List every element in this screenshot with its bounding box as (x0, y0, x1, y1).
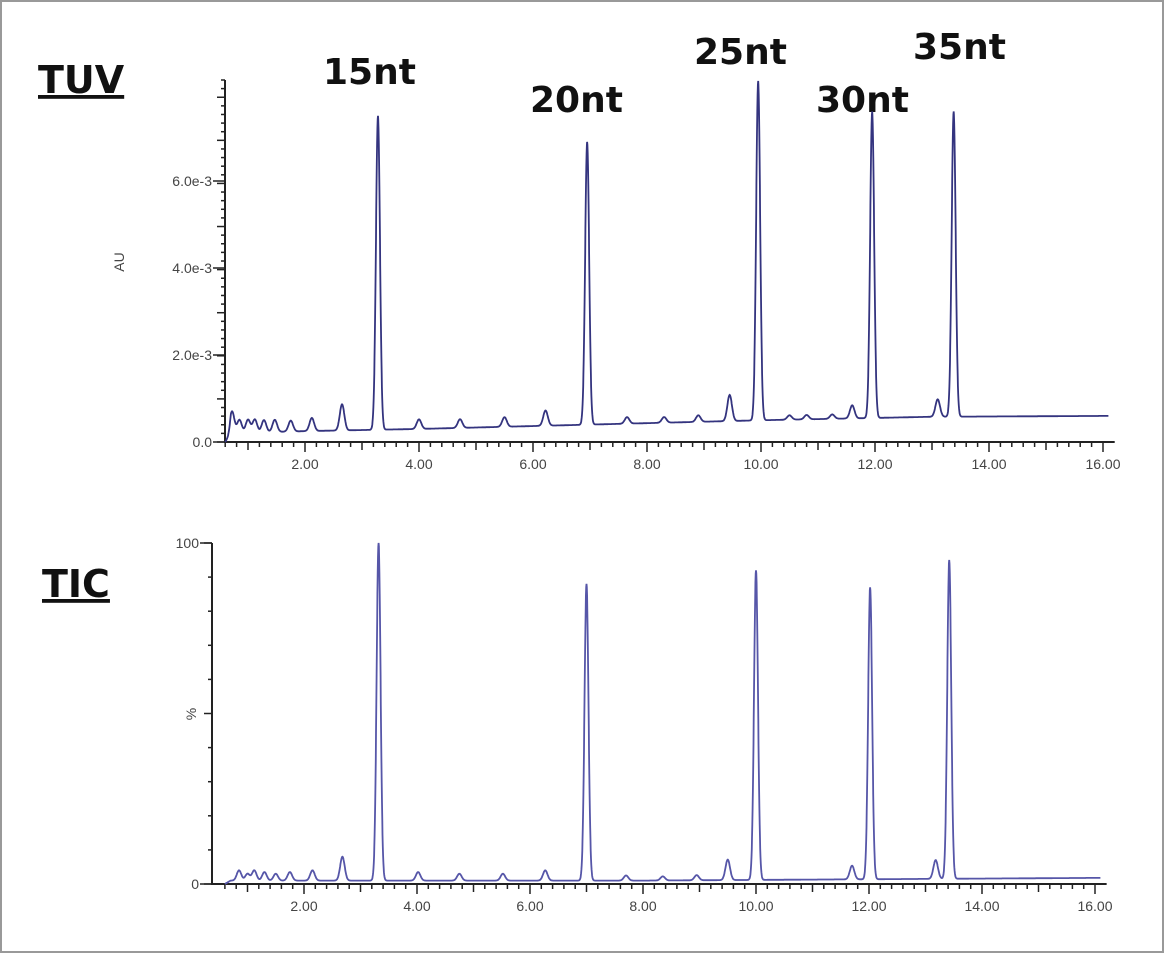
x-tick-label: 8.00 (629, 898, 656, 914)
chromatogram-trace (224, 80, 1109, 443)
chromatogram-trace (224, 542, 1101, 885)
x-tick-label: 10.00 (738, 898, 773, 914)
x-tick-label: 14.00 (971, 456, 1006, 472)
x-tick-label: 12.00 (857, 456, 892, 472)
tuv-y-axis-label: AU (111, 252, 127, 271)
y-tick-label: 0.0 (193, 434, 213, 450)
x-tick-label: 4.00 (405, 456, 432, 472)
x-tick-label: 10.00 (743, 456, 778, 472)
y-tick-label: 4.0e-3 (172, 260, 212, 276)
x-tick-label: 12.00 (851, 898, 886, 914)
x-tick-label: 16.00 (1077, 898, 1112, 914)
x-tick-label: 4.00 (403, 898, 430, 914)
y-tick-label: 0 (191, 876, 199, 892)
x-tick-label: 2.00 (290, 898, 317, 914)
tuv-plot: 2.00 4.00 6.00 8.00 10.00 12.00 14.00 16.00 0.0 2… (172, 79, 1121, 472)
x-tick-label: 16.00 (1085, 456, 1120, 472)
tic-y-axis-label: % (183, 708, 199, 720)
panel-label-tic: TIC (42, 562, 110, 606)
peak-label-35nt: 35nt (913, 27, 1006, 68)
x-tick-label: 2.00 (291, 456, 318, 472)
tic-plot: 2.00 4.00 6.00 8.00 10.00 12.00 14.00 16.00 0 100 (176, 535, 1113, 914)
y-tick-label: 2.0e-3 (172, 347, 212, 363)
y-tick-label: 6.0e-3 (172, 173, 212, 189)
x-tick-label: 14.00 (964, 898, 999, 914)
x-tick-label: 8.00 (633, 456, 660, 472)
peak-label-15nt: 15nt (323, 52, 416, 93)
peak-label-30nt: 30nt (816, 80, 909, 121)
peak-label-25nt: 25nt (694, 32, 787, 73)
axes (211, 543, 1107, 885)
x-tick-label: 6.00 (516, 898, 543, 914)
peak-label-20nt: 20nt (530, 80, 623, 121)
y-tick-label: 100 (176, 535, 200, 551)
axes (224, 80, 1115, 443)
panel-label-tuv: TUV (38, 58, 125, 102)
x-tick-label: 6.00 (519, 456, 546, 472)
